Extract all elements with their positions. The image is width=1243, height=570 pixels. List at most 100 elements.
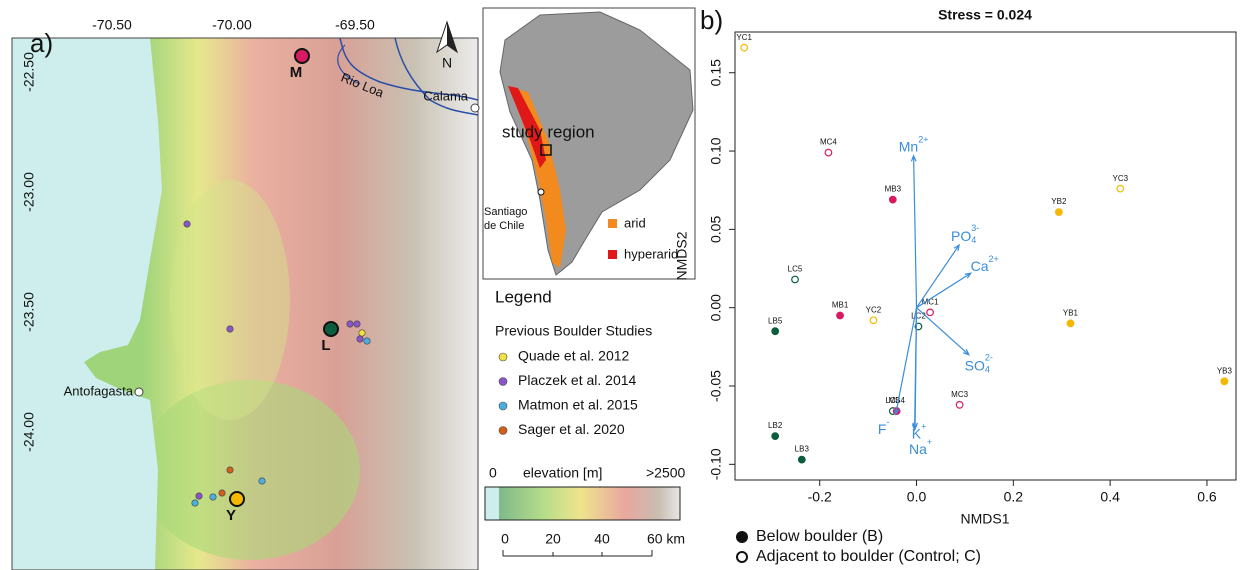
legend-label: Sager et al. 2020 bbox=[518, 421, 625, 437]
vector-label: Ca2+ bbox=[971, 255, 999, 274]
legend-dot bbox=[499, 427, 507, 435]
point-label: YC1 bbox=[736, 33, 752, 42]
town bbox=[471, 104, 479, 112]
point-label: MC4 bbox=[820, 138, 837, 147]
point-label: MB1 bbox=[832, 301, 849, 310]
legend-dot bbox=[499, 353, 507, 361]
legend-dot bbox=[499, 378, 507, 386]
vector-label-part: SO bbox=[965, 357, 985, 373]
point bbox=[890, 196, 897, 203]
site-label: Y bbox=[226, 507, 236, 524]
lon-label: -70.50 bbox=[92, 17, 132, 33]
legend-subtitle: Previous Boulder Studies bbox=[495, 323, 652, 339]
scale-label: 20 bbox=[545, 531, 561, 547]
point-label: YC3 bbox=[1113, 174, 1129, 183]
study-dot bbox=[357, 336, 363, 342]
vector-label-part: Ca bbox=[971, 258, 989, 274]
point-label: YB3 bbox=[1217, 366, 1233, 375]
town-label: Calama bbox=[423, 88, 469, 103]
inset-label: Santiago bbox=[484, 206, 527, 218]
study-dot bbox=[347, 321, 353, 327]
vector-label-part: 2- bbox=[985, 353, 993, 363]
study-dot bbox=[259, 478, 265, 484]
x-tick-label: 0.6 bbox=[1197, 489, 1217, 505]
swatch bbox=[608, 250, 617, 259]
town bbox=[135, 388, 143, 396]
x-tick-label: 0.2 bbox=[1004, 489, 1024, 505]
vector-label-part: 2+ bbox=[918, 135, 928, 145]
point bbox=[1117, 185, 1124, 192]
vector-label: Na+ bbox=[909, 437, 932, 456]
point bbox=[741, 44, 748, 51]
colorbar-label: elevation [m] bbox=[523, 465, 602, 481]
point bbox=[956, 402, 963, 409]
point-label: LC2 bbox=[911, 312, 926, 321]
inset-label: hyperarid bbox=[624, 246, 678, 261]
vector-label-part: - bbox=[886, 418, 889, 428]
lat-label: -22.50 bbox=[21, 52, 37, 92]
y-tick-label: 0.10 bbox=[708, 137, 724, 164]
inset-label: study region bbox=[502, 122, 595, 141]
legend-label: Quade et al. 2012 bbox=[518, 348, 630, 364]
point bbox=[837, 312, 844, 319]
legend-symbol bbox=[737, 532, 747, 542]
x-tick-label: -0.2 bbox=[808, 489, 832, 505]
map-legend: Quade et al. 2012 Placzek et al. 2014 Matm… bbox=[499, 348, 638, 438]
point-label: MC3 bbox=[951, 390, 968, 399]
vector-label-part: + bbox=[927, 437, 932, 447]
scale-label: 60 km bbox=[647, 531, 685, 547]
lat-label: -23.50 bbox=[21, 292, 37, 332]
point bbox=[1221, 378, 1228, 385]
point-label: LB2 bbox=[768, 421, 783, 430]
vector-label: F- bbox=[878, 418, 890, 437]
study-dot bbox=[227, 326, 233, 332]
colorbar bbox=[485, 487, 499, 520]
study-dot bbox=[219, 490, 225, 496]
scale-label: 40 bbox=[594, 531, 610, 547]
swatch bbox=[608, 219, 617, 228]
legend-label: Adjacent to boulder (Control; C) bbox=[756, 548, 981, 565]
point bbox=[1067, 320, 1074, 327]
figure: -70.50 -70.00 -69.50 -22.50 -23.00 -23.5… bbox=[0, 0, 1243, 570]
lat-label: -23.00 bbox=[21, 172, 37, 212]
site bbox=[324, 322, 338, 336]
point bbox=[772, 328, 779, 335]
lowland bbox=[170, 180, 290, 420]
lon-label: -69.50 bbox=[335, 17, 375, 33]
study-dot bbox=[227, 467, 233, 473]
y-tick-label: 0.05 bbox=[708, 216, 724, 243]
chart-title: Stress = 0.024 bbox=[938, 7, 1032, 23]
point-label: YB1 bbox=[1063, 308, 1079, 317]
point-label: YC2 bbox=[866, 305, 882, 314]
vector-label-part: F bbox=[878, 421, 887, 437]
colorbar-label: 0 bbox=[489, 465, 497, 481]
vector-label: Mn2+ bbox=[899, 135, 929, 154]
plot-frame bbox=[735, 32, 1236, 480]
north-label: N bbox=[442, 55, 452, 71]
site-label: M bbox=[290, 64, 303, 81]
vector-label: PO43- bbox=[951, 223, 979, 245]
vector-label-part: PO bbox=[951, 228, 971, 244]
point bbox=[772, 433, 779, 440]
vector-label-part: Mn bbox=[899, 138, 918, 154]
point bbox=[825, 149, 832, 156]
vector bbox=[896, 308, 917, 415]
map bbox=[12, 38, 478, 570]
town-label: Antofagasta bbox=[64, 383, 134, 398]
y-tick-label: -0.05 bbox=[708, 370, 724, 402]
legend-title: Legend bbox=[495, 287, 552, 306]
study-dot bbox=[210, 494, 216, 500]
lon-label: -70.00 bbox=[212, 17, 252, 33]
legend-label: Matmon et al. 2015 bbox=[518, 397, 638, 413]
y-tick-label: -0.10 bbox=[708, 448, 724, 480]
inset-label: arid bbox=[624, 215, 646, 230]
vector bbox=[914, 156, 917, 308]
vector-label-part: Na bbox=[909, 441, 927, 457]
lat-label: -24.00 bbox=[21, 412, 37, 452]
point bbox=[927, 309, 934, 316]
study-dot bbox=[354, 321, 360, 327]
panel-label: b) bbox=[700, 5, 723, 35]
legend-label: Placzek et al. 2014 bbox=[518, 372, 637, 388]
point-label: MB3 bbox=[885, 185, 902, 194]
x-tick-label: 0.0 bbox=[907, 489, 927, 505]
